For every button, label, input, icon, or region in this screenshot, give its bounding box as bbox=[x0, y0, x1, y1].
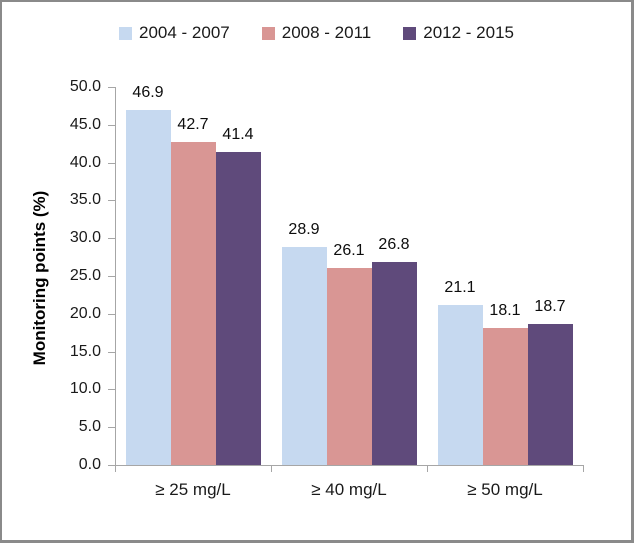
x-axis-tick bbox=[115, 465, 116, 472]
x-tick-label: ≥ 25 mg/L bbox=[155, 480, 231, 499]
x-tick-label: ≥ 40 mg/L bbox=[311, 480, 387, 499]
y-axis-line bbox=[115, 87, 116, 466]
y-axis-tick bbox=[108, 125, 115, 126]
y-axis-tick bbox=[108, 465, 115, 466]
y-tick-label: 20.0 bbox=[69, 305, 101, 322]
y-tick-label: 40.0 bbox=[69, 154, 101, 171]
bar-value-label: 18.7 bbox=[534, 297, 566, 315]
y-tick-label: 0.0 bbox=[78, 456, 101, 473]
legend-swatch-icon bbox=[119, 26, 132, 40]
y-axis-tick bbox=[108, 389, 115, 390]
legend-item: 2008 - 2011 bbox=[261, 23, 372, 43]
legend-label: 2008 - 2011 bbox=[281, 23, 372, 42]
y-axis-tick bbox=[108, 427, 115, 428]
x-axis-tick bbox=[427, 465, 428, 472]
y-axis-tick bbox=[108, 314, 115, 315]
y-tick-label: 10.0 bbox=[69, 380, 101, 397]
bar bbox=[170, 142, 216, 465]
y-tick-label: 50.0 bbox=[69, 78, 101, 95]
y-axis-tick bbox=[108, 163, 115, 164]
bar bbox=[482, 328, 528, 465]
legend-item: 2004 - 2007 bbox=[119, 23, 230, 43]
y-axis-tick bbox=[108, 87, 115, 88]
legend-label: 2012 - 2015 bbox=[423, 23, 514, 42]
x-axis-line bbox=[115, 465, 584, 466]
legend-swatch-icon bbox=[403, 26, 417, 40]
bar-value-label: 26.8 bbox=[378, 236, 410, 254]
y-axis-tick bbox=[108, 238, 115, 239]
x-axis-tick bbox=[583, 465, 584, 472]
bar-value-label: 42.7 bbox=[177, 116, 209, 134]
bar bbox=[215, 152, 261, 465]
y-tick-label: 45.0 bbox=[69, 116, 101, 133]
y-axis-tick bbox=[108, 200, 115, 201]
bar bbox=[371, 262, 417, 465]
y-tick-label: 30.0 bbox=[69, 229, 101, 246]
legend-item: 2012 - 2015 bbox=[403, 23, 514, 43]
x-tick-label: ≥ 50 mg/L bbox=[467, 480, 543, 499]
y-tick-label: 35.0 bbox=[69, 191, 101, 208]
bar-value-label: 26.1 bbox=[333, 241, 365, 259]
bar bbox=[281, 246, 327, 465]
chart-legend: 2004 - 2007 2008 - 2011 2012 - 2015 bbox=[2, 18, 631, 48]
bar bbox=[437, 305, 483, 465]
bar-value-label: 18.1 bbox=[489, 302, 521, 320]
y-tick-label: 25.0 bbox=[69, 267, 101, 284]
bar bbox=[527, 323, 573, 465]
bar-value-label: 41.4 bbox=[222, 126, 254, 144]
bar-value-label: 28.9 bbox=[288, 220, 320, 238]
bar bbox=[326, 267, 372, 465]
bar-value-label: 46.9 bbox=[132, 84, 164, 102]
bar-value-label: 21.1 bbox=[444, 279, 476, 297]
legend-label: 2004 - 2007 bbox=[139, 23, 230, 42]
x-axis-tick bbox=[271, 465, 272, 472]
legend-swatch-icon bbox=[261, 26, 275, 40]
y-tick-label: 5.0 bbox=[78, 418, 101, 435]
y-axis-tick bbox=[108, 352, 115, 353]
y-axis-tick bbox=[108, 276, 115, 277]
y-tick-label: 15.0 bbox=[69, 343, 101, 360]
bar bbox=[125, 110, 171, 465]
